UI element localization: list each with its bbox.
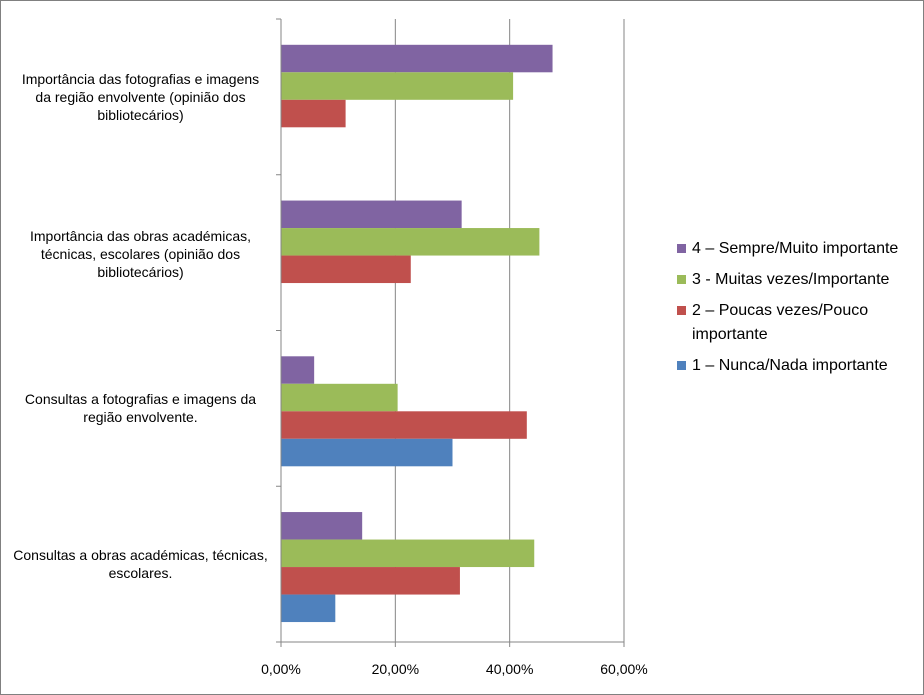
bar-consultas-fotografias-sempre (281, 356, 315, 384)
bar-fotografias-opiniao-sempre (281, 44, 553, 73)
legend-label-sempre: 4 – Sempre/Muito importante (692, 240, 899, 257)
legend-swatch-poucas-vezes (677, 306, 686, 315)
bar-fotografias-opiniao-muitas-vezes (281, 72, 514, 100)
bar-consultas-obras-nunca (281, 594, 336, 623)
bar-consultas-fotografias-poucas-vezes (281, 411, 527, 439)
category-label-obras-opiniao: Importância das obras académicas, técnic… (30, 228, 251, 280)
legend-item-muitas-vezes: 3 - Muitas vezes/Importante (677, 268, 917, 292)
x-tick-label-0: 0,00% (261, 661, 301, 677)
legend-swatch-muitas-vezes (677, 275, 686, 284)
bar-obras-opiniao-muitas-vezes (281, 228, 540, 256)
bar-obras-opiniao-sempre (281, 200, 462, 229)
x-tick-label-1: 20,00% (372, 661, 419, 677)
x-tick-label-3: 60,00% (600, 661, 647, 677)
legend-label-nunca: 1 – Nunca/Nada importante (692, 357, 888, 374)
legend: 4 – Sempre/Muito importante 3 - Muitas v… (677, 237, 917, 385)
bar-fotografias-opiniao-poucas-vezes (281, 99, 346, 128)
legend-swatch-sempre (677, 244, 686, 253)
legend-label-poucas-vezes: 2 – Poucas vezes/Pouco importante (692, 302, 869, 343)
legend-label-muitas-vezes: 3 - Muitas vezes/Importante (692, 271, 890, 288)
category-label-consultas-obras: Consultas a obras académicas, técnicas, … (13, 547, 268, 581)
x-tick-label-2: 40,00% (486, 661, 533, 677)
legend-item-sempre: 4 – Sempre/Muito importante (677, 237, 917, 261)
legend-swatch-nunca (677, 361, 686, 370)
bar-consultas-obras-sempre (281, 512, 363, 540)
legend-item-nunca: 1 – Nunca/Nada importante (677, 354, 917, 378)
category-label-fotografias-opiniao: Importância das fotografias e imagens da… (21, 71, 260, 123)
bar-consultas-obras-poucas-vezes (281, 567, 460, 595)
bar-consultas-fotografias-muitas-vezes (281, 383, 398, 412)
bar-consultas-fotografias-nunca (281, 438, 453, 467)
bar-consultas-obras-muitas-vezes (281, 539, 535, 568)
bar-obras-opiniao-poucas-vezes (281, 255, 411, 284)
category-label-consultas-fotografias: Consultas a fotografias e imagens da reg… (24, 391, 257, 425)
legend-item-poucas-vezes: 2 – Poucas vezes/Pouco importante (677, 299, 917, 347)
